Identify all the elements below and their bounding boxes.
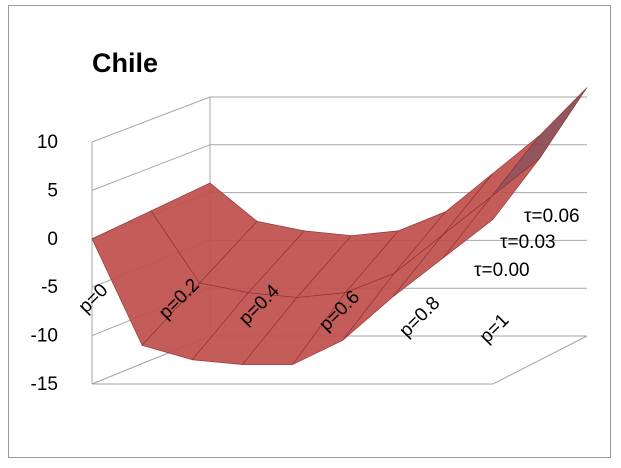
depth-tick-label: τ=0.00 [474, 260, 530, 281]
y-axis-ticks: 10 5 0 -5 -10 -15 [31, 132, 58, 395]
x-tick-label: p=0.8 [395, 293, 444, 342]
side-gridline [91, 96, 211, 143]
chart-title: Chile [92, 48, 158, 78]
y-tick-label: 5 [47, 180, 58, 201]
depth-tick-label: τ=0.06 [524, 206, 580, 227]
surface-plot [91, 87, 588, 365]
x-tick-label: p=1 [476, 310, 514, 348]
surface-facet [491, 87, 588, 197]
depth-tick-label: τ=0.03 [500, 232, 556, 253]
y-tick-label: 0 [47, 229, 58, 250]
y-tick-label: -5 [41, 277, 58, 298]
side-gridline [91, 144, 211, 191]
y-tick-label: -15 [31, 374, 58, 395]
surface-facet [442, 157, 541, 259]
y-tick-label: -10 [31, 326, 58, 347]
y-tick-label: 10 [37, 132, 58, 153]
x-tick-label: p=0 [75, 280, 113, 318]
depth-axis-ticks: τ=0.06 τ=0.03 τ=0.00 [474, 206, 580, 281]
